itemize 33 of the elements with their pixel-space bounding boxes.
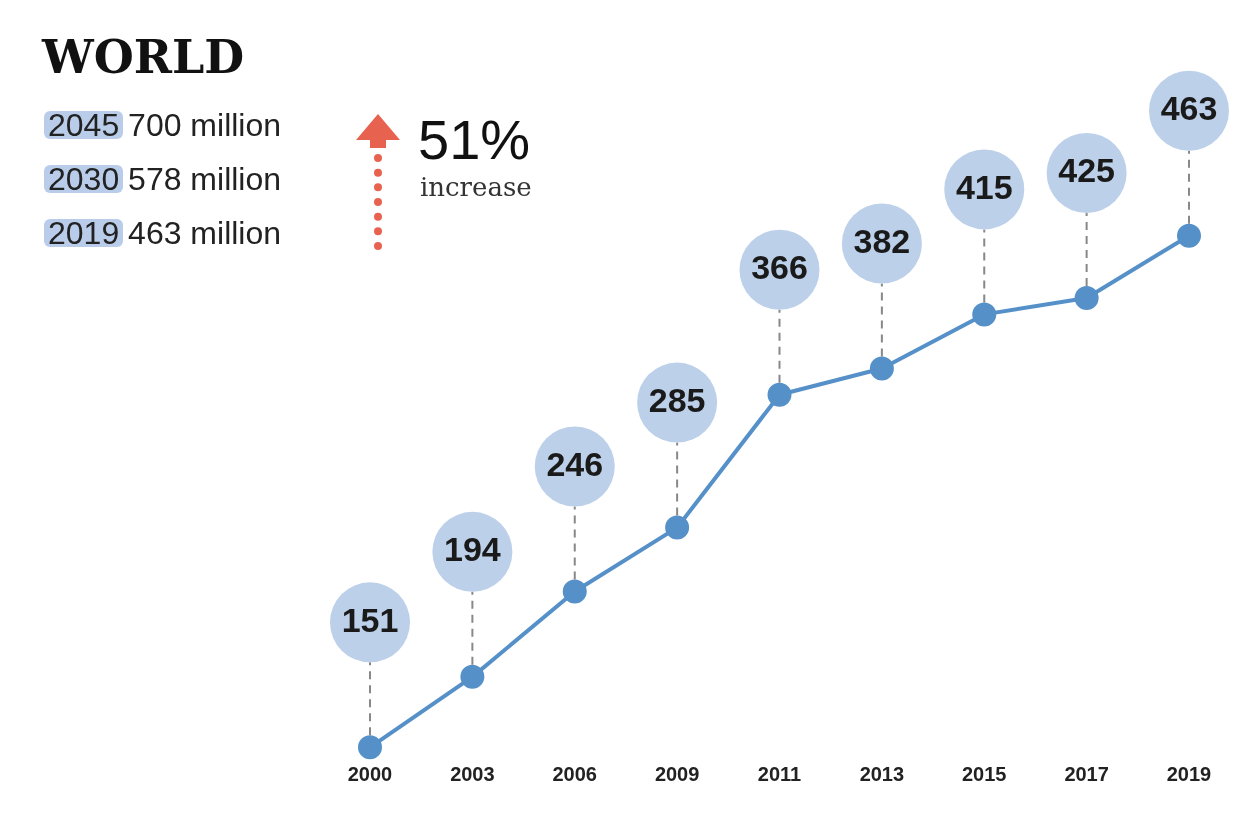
chart-title: WORLD [42,30,245,84]
point [460,664,485,689]
x-tick-label: 2011 [757,762,802,785]
data-label: 151 [341,600,399,639]
point [1177,223,1201,248]
x-tick-label: 2015 [962,762,1007,785]
point [1074,286,1099,310]
x-tick-label: 2006 [552,762,597,785]
data-label: 366 [751,248,808,287]
text: 2019 463 million [48,214,282,252]
data-label: 246 [546,444,604,483]
data-label: 194 [444,530,501,569]
point [358,735,382,760]
text: increase [420,172,532,202]
point [665,515,690,540]
x-tick-label: 2019 [1166,762,1212,785]
x-tick-label: 2009 [654,762,700,785]
point [767,382,792,407]
x-tick-label: 2017 [1064,762,1109,785]
text: 2045 700 million [48,106,282,144]
point [869,356,894,381]
data-label: 285 [648,380,706,419]
data-label: 425 [1058,151,1115,190]
data-label: 382 [853,221,911,260]
text: 51% [418,108,531,171]
point [972,302,997,327]
x-tick-label: 2000 [347,762,393,785]
x-tick-label: 2003 [450,762,495,785]
data-label: 463 [1160,89,1218,128]
point [562,579,587,604]
x-tick-label: 2013 [859,762,905,785]
text: 2030 578 million [48,160,282,198]
data-label: 415 [955,167,1013,206]
